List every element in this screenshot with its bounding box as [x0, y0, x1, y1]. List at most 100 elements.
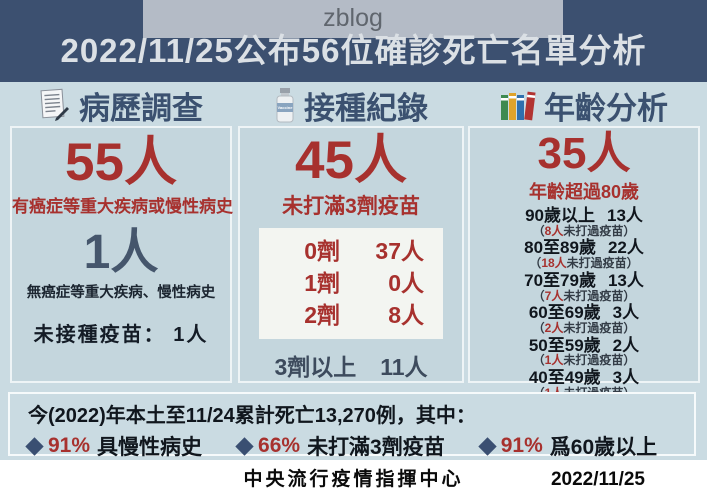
age-count: 13人: [607, 205, 643, 225]
dose-row-1: 1劑 0人: [263, 267, 439, 299]
no-cancer-history-label: 無癌症等重大疾病、慢性病史: [26, 285, 216, 301]
dose-2-label: 2劑: [304, 302, 340, 329]
over-80-count: 35人: [537, 129, 631, 178]
vaccination-record-section: Vaccine 接種紀錄 45人 未打滿3劑疫苗 0劑 37人 1劑 0人 2劑…: [238, 84, 464, 383]
bullet-label: 未打滿3劑疫苗: [307, 436, 445, 459]
unvax-count: 2人: [544, 321, 564, 336]
watermark-text: zblog: [323, 4, 383, 32]
unvax-count: 7人: [544, 288, 564, 303]
no-cancer-history-count: 1人: [83, 226, 159, 280]
paren: （: [529, 256, 542, 271]
unvax-count: 8人: [544, 223, 564, 238]
unvax-suffix: 未打過疫苗）: [563, 223, 636, 238]
diamond-icon: [235, 436, 254, 456]
age-analysis-title: 年齡分析: [544, 90, 668, 126]
age-group-unvax: （1人未打過疫苗）: [470, 354, 698, 367]
paren: （: [532, 223, 545, 238]
age-group-50s: 50至59歲 2人 （1人未打過疫苗）: [470, 335, 698, 367]
age-count: 13人: [607, 270, 644, 290]
dose-0-count: 37人: [375, 238, 424, 265]
age-group-80s: 80至89歲 22人 （18人未打過疫苗）: [470, 239, 698, 269]
bullet-over60: 91% 爲60歲以上: [478, 431, 658, 461]
unvax-count: 1人: [544, 353, 564, 368]
dose-breakdown-box: 0劑 37人 1劑 0人 2劑 8人: [259, 228, 443, 339]
dose-row-0: 0劑 37人: [263, 235, 439, 267]
vial-label-text: Vaccine: [278, 105, 294, 110]
age-group-main: 70至79歲 13人: [470, 270, 698, 290]
bullet-percent: 91%: [48, 434, 91, 457]
unvax-suffix: 未打過疫苗）: [563, 321, 636, 336]
booster-label: 3劑以上: [274, 353, 357, 380]
bullet-percent: 66%: [258, 434, 301, 457]
age-group-main: 60至69歲 3人: [470, 304, 698, 322]
dose-row-2: 2劑 8人: [263, 299, 439, 331]
age-group-main: 40至49歲 3人: [470, 369, 698, 387]
medical-history-title: 病歷調查: [79, 90, 203, 126]
age-group-main: 50至59歲 2人: [470, 335, 698, 355]
age-range: 60至69歲: [528, 303, 601, 323]
age-range: 40至49歲: [528, 368, 601, 388]
age-range: 50至59歲: [528, 335, 601, 355]
bullet-chronic: 91% 具慢性病史: [25, 431, 203, 461]
age-range: 70至79歲: [524, 270, 596, 290]
age-count: 22人: [607, 238, 644, 258]
bullet-under3doses: 66% 未打滿3劑疫苗: [235, 431, 445, 461]
age-count: 2人: [612, 335, 640, 355]
age-group-unvax: （2人未打過疫苗）: [470, 322, 698, 335]
header-banner: zblog 2022/11/25公布56位確診死亡名單分析: [0, 0, 707, 82]
dose-1-label: 1劑: [304, 270, 340, 297]
summary-bullets: 91% 具慢性病史 66% 未打滿3劑疫苗 91% 爲60歲以上: [25, 431, 676, 461]
unvax-suffix: 未打過疫苗）: [566, 256, 639, 271]
age-group-main: 90歲以上 13人: [470, 207, 698, 225]
age-group-unvax: （7人未打過疫苗）: [470, 288, 698, 303]
summary-headline: 今(2022)年本土至11/24累計死亡13,270例，其中：: [28, 405, 476, 427]
age-group-unvax: （8人未打過疫苗）: [470, 223, 698, 238]
unvax-suffix: 未打過疫苗）: [563, 353, 636, 368]
booster-row: 3劑以上 11人: [240, 348, 462, 382]
dose-2-count: 8人: [388, 302, 424, 329]
over-80-label: 年齡超過80歲: [528, 181, 640, 202]
unvax-count: 18人: [541, 256, 567, 271]
bullet-label: 爲60歲以上: [549, 436, 658, 459]
under-3-doses-label: 未打滿3劑疫苗: [282, 195, 420, 219]
diamond-icon: [25, 436, 44, 456]
bullet-percent: 91%: [500, 434, 543, 457]
medical-history-section: 病歷調查 55人 有癌症等重大疾病或慢性病史 1人 無癌症等重大疾病、慢性病史 …: [10, 84, 233, 383]
age-group-70s: 70至79歲 13人 （7人未打過疫苗）: [470, 270, 698, 303]
paren: （: [532, 288, 545, 303]
medical-history-header: 病歷調查: [10, 84, 232, 126]
summary-box: 今(2022)年本土至11/24累計死亡13,270例，其中： 91% 具慢性病…: [8, 392, 696, 459]
vaccination-record-header: Vaccine 接種紀錄: [238, 84, 464, 126]
watermark-band: zblog: [143, 0, 563, 38]
age-range: 90歲以上: [525, 205, 595, 225]
bullet-label: 具慢性病史: [97, 436, 203, 459]
age-analysis-panel: 35人 年齡超過80歲 90歲以上 13人 （8人未打過疫苗） 80至89歲 2…: [468, 126, 700, 399]
diamond-icon: [478, 436, 497, 456]
cancer-history-label: 有癌症等重大疾病或慢性病史: [12, 197, 233, 217]
age-analysis-section: 年齡分析 35人 年齡超過80歲 90歲以上 13人 （8人未打過疫苗） 80至…: [468, 84, 700, 399]
age-range: 80至89歲: [524, 238, 596, 258]
vaccination-record-panel: 45人 未打滿3劑疫苗 0劑 37人 1劑 0人 2劑 8人 3劑以上 11人: [238, 126, 464, 383]
books-icon: [500, 89, 536, 121]
dose-0-label: 0劑: [304, 238, 340, 265]
memo-icon: [39, 88, 71, 122]
age-count: 3人: [612, 368, 640, 388]
age-group-unvax: （18人未打過疫苗）: [470, 257, 698, 270]
unvax-suffix: 未打過疫苗）: [563, 288, 636, 303]
age-group-60s: 60至69歲 3人 （2人未打過疫苗）: [470, 304, 698, 334]
cancer-history-count: 55人: [65, 133, 177, 192]
footer-bar: 中央流行疫情指揮中心 2022/11/25: [0, 460, 707, 500]
age-count: 3人: [612, 303, 640, 323]
unvaccinated-note: 未接種疫苗： 1人: [33, 324, 209, 346]
age-group-90plus: 90歲以上 13人 （8人未打過疫苗）: [470, 207, 698, 237]
age-analysis-header: 年齡分析: [468, 84, 700, 126]
page-title: 2022/11/25公布56位確診死亡名單分析: [60, 32, 647, 69]
booster-count: 11人: [380, 353, 428, 380]
paren: （: [532, 321, 545, 336]
paren: （: [532, 353, 545, 368]
footer-organization: 中央流行疫情指揮中心: [243, 469, 464, 490]
vaccination-record-title: 接種紀錄: [304, 90, 428, 126]
vaccine-vial-icon: Vaccine: [274, 87, 296, 123]
dose-1-count: 0人: [388, 270, 424, 297]
